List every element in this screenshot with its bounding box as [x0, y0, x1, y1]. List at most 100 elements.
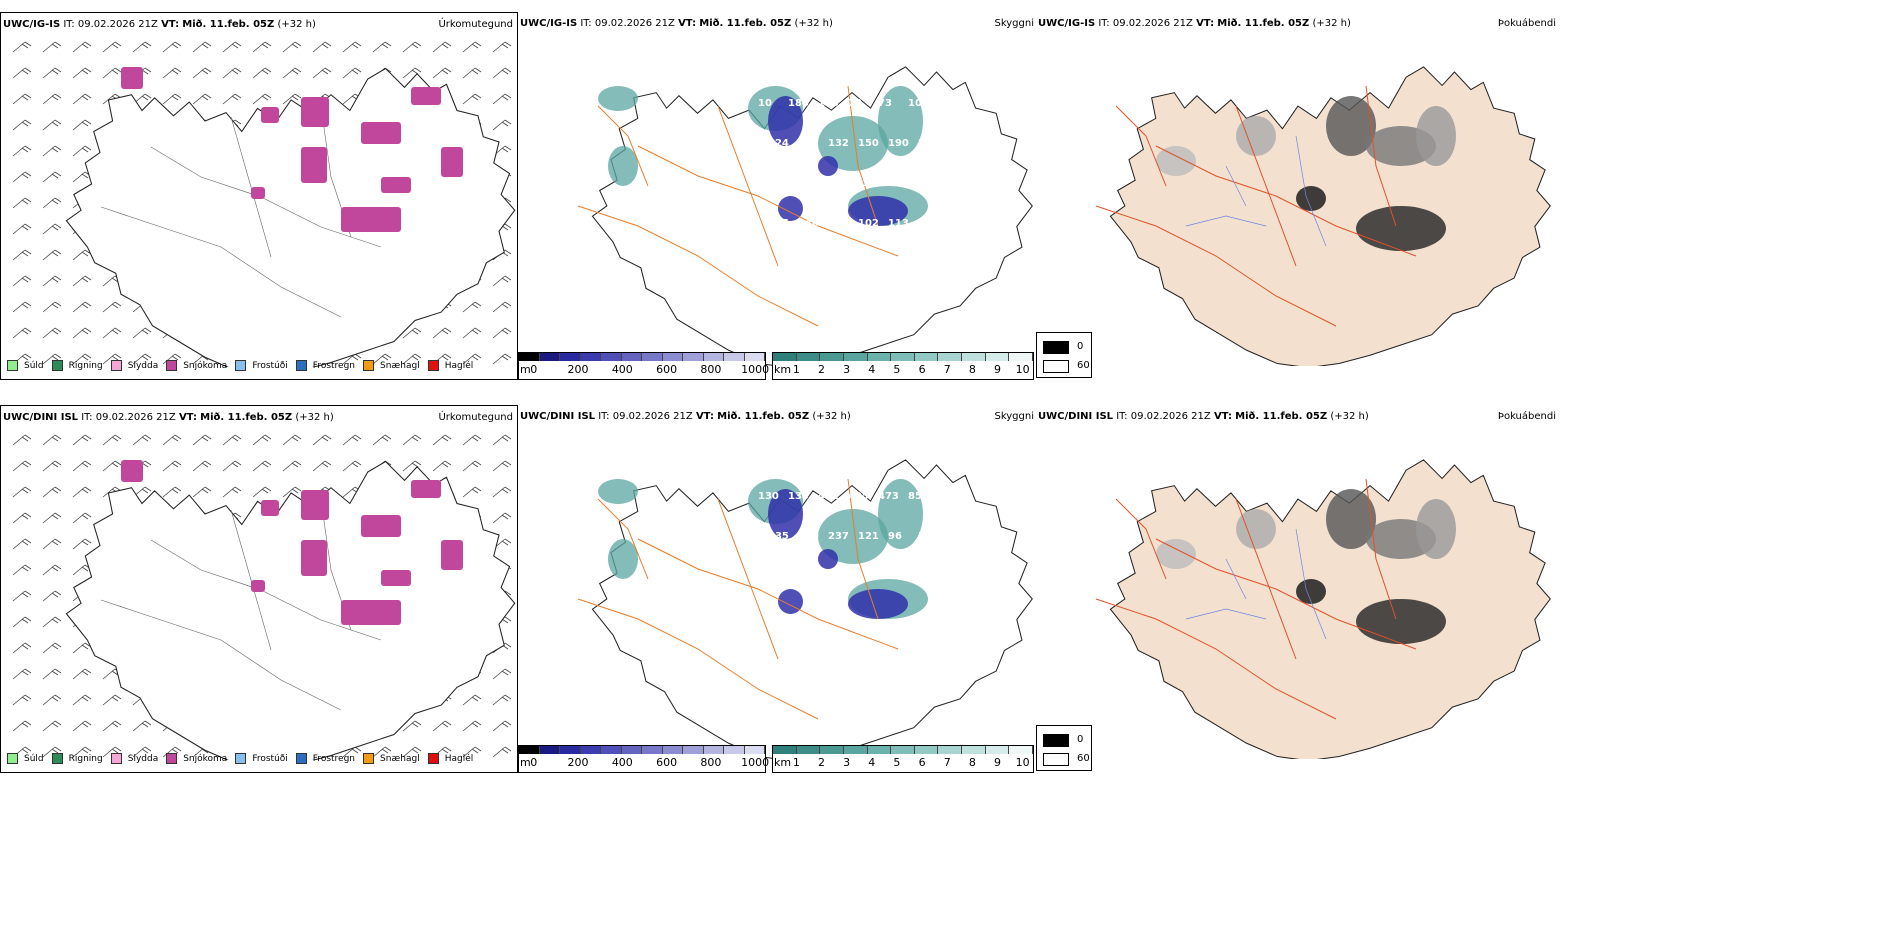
colorbar-cell [519, 353, 540, 361]
colorbar-cell [683, 746, 704, 754]
colorbar-cell [539, 746, 560, 754]
colorbar-unit: m [520, 363, 531, 376]
wind-barb [192, 67, 212, 79]
colorbar-ticks: 0 200 400 600 800 1000 [519, 756, 769, 770]
ceiling-value-label: 80 [938, 98, 952, 109]
visibility-colorbar: km 1 2 3 4 5 6 7 8 9 10 [772, 745, 1034, 773]
wind-barb [102, 353, 122, 365]
legend-swatch [51, 753, 63, 764]
wind-barb [12, 119, 32, 131]
legend-label: Frostúði [252, 360, 288, 371]
wind-barb [102, 41, 122, 53]
wind-barb [12, 327, 32, 339]
colorbar-tick-label: 1 [792, 756, 800, 769]
colorbar-cell [683, 353, 704, 361]
fog-index-area [1296, 579, 1326, 604]
legend-label: Rigning [68, 360, 103, 371]
colorbar-tick-label: 200 [567, 756, 589, 769]
snow-area [301, 540, 327, 576]
wind-barb [492, 275, 512, 287]
colorbar-cell [703, 746, 724, 754]
wind-barb [462, 486, 482, 498]
legend-item: Snæhagl [363, 360, 420, 371]
wind-barb [462, 327, 482, 339]
colorbar-strip [519, 353, 765, 361]
colorbar-cell [744, 746, 765, 754]
legend-item: Rigning [51, 360, 103, 371]
colorbar-cell [724, 746, 745, 754]
snow-area [381, 177, 411, 193]
ceiling-value-label: 96 [888, 531, 902, 542]
legend-item: Súld [7, 753, 44, 764]
wind-barb [252, 486, 272, 498]
legend-item: Snjókoma [166, 360, 227, 371]
colorbar-cell [843, 746, 868, 754]
wind-barb [282, 67, 302, 79]
ceiling-value-label: 113 [818, 98, 839, 109]
colorbar-cell [891, 746, 915, 754]
river-network [1185, 135, 1327, 247]
ceiling-value-label: 119 [878, 178, 899, 189]
legend-swatch [166, 360, 178, 371]
snow-area [411, 480, 441, 498]
wind-barb [42, 720, 62, 732]
wind-barb [462, 93, 482, 105]
colorbar-cell [891, 353, 915, 361]
legend-item: Snjókoma [166, 753, 227, 764]
panel-title: UWC/IG-IS IT: 09.02.2026 21Z VT: Mið. 11… [3, 19, 316, 30]
legend-item: Frostúði [235, 753, 288, 764]
wind-barb [342, 41, 362, 53]
low-ceiling-area [768, 96, 803, 146]
colorbar-cell [560, 353, 581, 361]
legend-swatch [427, 753, 439, 764]
wind-barb [222, 486, 242, 498]
ceiling-value-label: 267 [818, 571, 839, 582]
fog-index-area [1156, 539, 1196, 569]
wind-barb [132, 327, 152, 339]
wind-barb [72, 642, 92, 654]
colorbar-tick-label: 0 [530, 756, 538, 769]
wind-barb [42, 327, 62, 339]
wind-barb [162, 353, 182, 365]
wind-barb [462, 301, 482, 313]
colorbar-cell [773, 353, 797, 361]
ceiling-value-label: 89 [938, 178, 952, 189]
wind-barb [162, 486, 182, 498]
fog-index-area [1416, 106, 1456, 166]
iceland-precip-map [12, 434, 516, 760]
wind-barb [132, 720, 152, 732]
colorbar-cell [773, 746, 797, 754]
colorbar-tick-label: 1 [792, 363, 800, 376]
colorbar-tick-label: 200 [567, 363, 589, 376]
colorbar-strip [773, 746, 1034, 754]
fog-index-panel-bottom: UWC/DINI ISL IT: 09.02.2026 21Z VT: Mið.… [1036, 405, 1556, 773]
wind-barb [342, 460, 362, 472]
wind-barb [402, 327, 422, 339]
wind-barb [72, 538, 92, 550]
ceiling-value-label: 121 [858, 531, 879, 542]
legend-swatch [7, 360, 18, 371]
snow-area [121, 67, 143, 89]
legend-item: Haglél [427, 753, 473, 764]
wind-barb [222, 460, 242, 472]
colorbar-tick-label: 400 [611, 756, 633, 769]
wind-barb [12, 564, 32, 576]
wind-barb [462, 434, 482, 446]
panel-title: UWC/IG-IS IT: 09.02.2026 21Z VT: Mið. 11… [520, 18, 833, 29]
wind-barb [12, 486, 32, 498]
colorbar-cell [962, 353, 986, 361]
legend-swatch [235, 753, 247, 764]
wind-barb [342, 434, 362, 446]
ceiling-value-label: 102 [858, 218, 879, 229]
colorbar-cell [601, 353, 622, 361]
colorbar-tick-label: 2 [818, 363, 826, 376]
visibility-ceiling-panel-top: UWC/IG-IS IT: 09.02.2026 21Z VT: Mið. 11… [518, 12, 1038, 380]
wind-barb [102, 460, 122, 472]
colorbar-cell [539, 353, 560, 361]
wind-barb [252, 67, 272, 79]
wind-barb [402, 720, 422, 732]
colorbar-tick-label: 10 [1015, 363, 1030, 376]
ceiling-value-label: 352 [948, 531, 969, 542]
wind-barb [12, 616, 32, 628]
wind-barb [42, 353, 62, 365]
